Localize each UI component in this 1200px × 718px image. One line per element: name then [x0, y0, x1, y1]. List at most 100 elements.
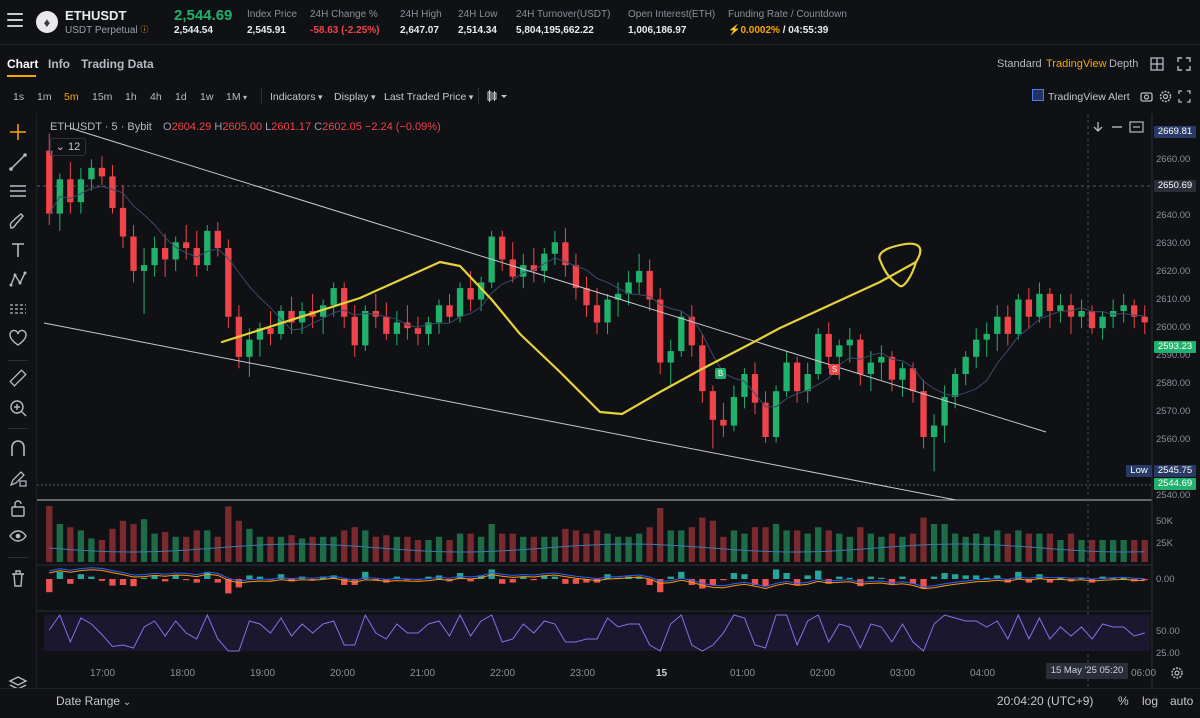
layout-grid-icon[interactable] [1150, 57, 1164, 71]
view-tradingview[interactable]: TradingView [1046, 58, 1107, 70]
macd-histogram-bar [1025, 579, 1033, 583]
timeframe-1m[interactable]: 1m [37, 91, 52, 103]
trend-line-icon[interactable] [8, 152, 28, 172]
macd-histogram-bar [741, 574, 748, 579]
price-chart[interactable] [37, 114, 1200, 717]
info-icon[interactable]: ⓘ [140, 25, 149, 34]
chart-type-candles-icon[interactable] [487, 90, 509, 102]
clock-timezone[interactable]: 20:04:20 (UTC+9) [997, 694, 1094, 708]
collapse-indicators-button[interactable]: ⌄ 12 [50, 138, 86, 156]
tab-chart[interactable]: Chart [7, 57, 39, 71]
percent-scale-toggle[interactable]: % [1118, 694, 1129, 708]
pattern-tool-icon[interactable] [8, 269, 28, 289]
volume-bar [614, 536, 622, 562]
time-tick: 17:00 [90, 668, 116, 679]
candle-body [825, 333, 832, 357]
view-standard[interactable]: Standard [997, 58, 1042, 70]
magnet-icon[interactable] [8, 438, 28, 458]
macd-histogram-bar [256, 576, 264, 579]
timeframe-5m[interactable]: 5m [64, 91, 79, 103]
tab-trading-data[interactable]: Trading Data [81, 57, 154, 71]
price-tick: 2630.00 [1156, 238, 1191, 249]
candle-body [688, 316, 695, 346]
time-tick: 21:00 [410, 668, 436, 679]
forecast-tool-icon[interactable] [8, 299, 28, 319]
settings-gear-icon[interactable] [1159, 90, 1172, 103]
text-tool-icon[interactable] [8, 240, 28, 260]
buy-marker[interactable]: B [715, 368, 726, 379]
timeframe-15m[interactable]: 15m [92, 91, 113, 103]
timeframe-1d[interactable]: 1d [175, 91, 187, 103]
candle-body [867, 362, 875, 374]
horizontal-lines-icon[interactable] [8, 181, 28, 201]
volume-bar [351, 527, 358, 562]
pane-settings-icon[interactable] [1129, 120, 1145, 134]
eye-icon[interactable] [8, 526, 28, 546]
macd-histogram-bar [98, 579, 106, 581]
expand-icon[interactable] [1177, 57, 1191, 71]
timeframe-1s[interactable]: 1s [13, 91, 25, 103]
display-dropdown[interactable]: Display [334, 91, 375, 103]
volume-bar [88, 538, 95, 562]
timeframe-1h[interactable]: 1h [125, 91, 137, 103]
camera-icon[interactable] [1140, 90, 1153, 102]
zoom-in-icon[interactable] [8, 398, 28, 418]
macd-histogram-bar [467, 579, 474, 582]
tool-divider [8, 428, 28, 429]
volume-bar [920, 517, 927, 562]
scroll-down-icon[interactable] [1091, 120, 1105, 134]
brush-icon[interactable] [8, 211, 28, 231]
macd-histogram-bar [172, 575, 179, 579]
tradingview-alert-button[interactable]: TradingView Alert [1032, 89, 1130, 105]
timeframe-dropdown-icon[interactable]: ▾ [243, 93, 248, 102]
macd-histogram-bar [372, 579, 379, 581]
price-type-dropdown[interactable]: Last Traded Price [384, 91, 473, 103]
macd-histogram-bar [994, 575, 1001, 579]
indicators-dropdown[interactable]: Indicators [270, 91, 323, 103]
crosshair-icon[interactable] [8, 122, 28, 142]
auto-scale-toggle[interactable]: auto [1170, 694, 1194, 708]
candle-body [109, 176, 116, 208]
candle-body [1057, 305, 1064, 311]
trash-icon[interactable] [8, 568, 28, 588]
volume-bar [888, 533, 896, 562]
symbol-name[interactable]: ETHUSDT [65, 8, 127, 23]
tab-info[interactable]: Info [48, 57, 70, 71]
candle-body [214, 230, 221, 248]
macd-histogram-bar [499, 579, 506, 584]
candle-body [730, 396, 738, 426]
volume-bar [140, 519, 148, 562]
timeframe-1M[interactable]: 1M [226, 91, 241, 103]
volume-bar [657, 508, 664, 562]
minimize-icon[interactable] [1110, 120, 1124, 134]
macd-histogram-bar [246, 575, 253, 579]
volume-bar [446, 540, 453, 562]
candle-body [583, 288, 590, 306]
macd-histogram-bar [678, 571, 685, 579]
candle-body [878, 356, 885, 363]
fullscreen-icon[interactable] [1178, 90, 1191, 103]
candle-body [909, 368, 917, 392]
lock-pencil-icon[interactable] [8, 468, 28, 488]
chart-settings-gear-icon[interactable] [1170, 666, 1184, 680]
candle-body [467, 288, 474, 300]
volume-bar [488, 524, 495, 562]
candle-body [941, 396, 948, 426]
macd-histogram-bar [56, 571, 63, 579]
timeframe-4h[interactable]: 4h [150, 91, 162, 103]
heart-icon[interactable] [8, 328, 28, 348]
menu-icon[interactable] [7, 13, 23, 27]
unlock-icon[interactable] [8, 498, 28, 518]
timeframe-1w[interactable]: 1w [200, 91, 214, 103]
log-scale-toggle[interactable]: log [1142, 694, 1159, 708]
sell-marker[interactable]: S [829, 364, 840, 375]
view-depth[interactable]: Depth [1109, 58, 1139, 70]
candle-body [635, 270, 643, 283]
ruler-icon[interactable] [8, 368, 28, 388]
volume-bar [277, 536, 285, 562]
volume-bar [1109, 540, 1117, 562]
candle-body [772, 391, 780, 437]
candle-body [1025, 299, 1033, 317]
candle-body [119, 207, 127, 237]
date-range-dropdown[interactable]: Date Range [56, 694, 131, 708]
